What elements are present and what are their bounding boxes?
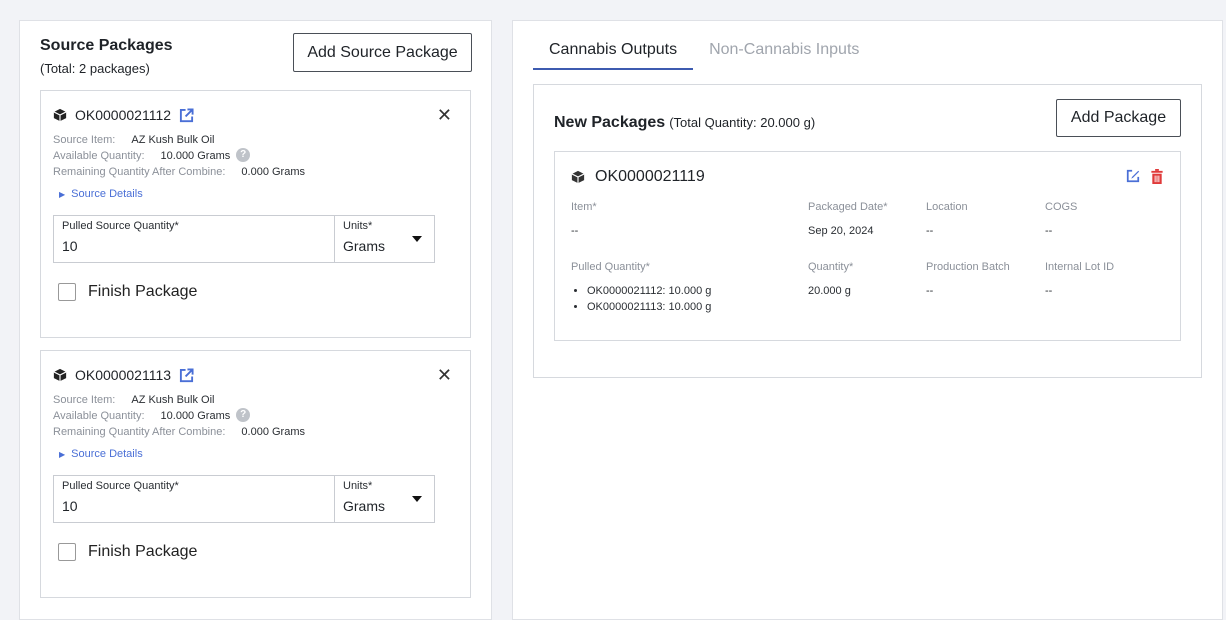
new-packages-title: New Packages [554, 114, 666, 131]
package-icon [53, 108, 67, 122]
quantity-header: Quantity* [808, 261, 854, 273]
add-package-button[interactable]: Add Package [1056, 99, 1181, 137]
new-packages-section: New Packages (Total Quantity: 20.000 g) A… [533, 84, 1202, 378]
source-details-label: Source Details [71, 448, 143, 460]
available-quantity-label: Available Quantity: [53, 410, 145, 422]
total-quantity: (Total Quantity: 20.000 g) [669, 115, 816, 130]
source-item-value: AZ Kush Bulk Oil [131, 394, 215, 406]
source-packages-panel: Source Packages (Total: 2 packages) Add … [19, 20, 492, 620]
pulled-quantity-header: Pulled Quantity* [571, 261, 650, 273]
package-id: OK0000021119 [595, 168, 705, 185]
package-id: OK0000021112 [75, 107, 172, 123]
edit-icon[interactable] [1126, 169, 1140, 183]
location-value: -- [926, 225, 934, 237]
help-icon[interactable]: ? [236, 148, 251, 162]
new-package-card: OK0000021119 Item* Packaged Date* Locati… [554, 151, 1181, 341]
pulled-quantity-list: OK0000021112: 10.000 g OK0000021113: 10.… [571, 283, 711, 315]
internal-lot-id-header: Internal Lot ID [1045, 261, 1115, 273]
pulled-quantity-label: Pulled Source Quantity* [62, 480, 179, 492]
available-quantity-value: 10.000 Grams [160, 150, 231, 162]
caret-right-icon: ▶ [59, 450, 66, 459]
pulled-quantity-value: 10 [62, 498, 78, 514]
source-details-toggle[interactable]: ▶ Source Details [59, 188, 143, 200]
cogs-value: -- [1045, 225, 1053, 237]
source-details-toggle[interactable]: ▶ Source Details [59, 448, 143, 460]
pulled-quantity-label: Pulled Source Quantity* [62, 220, 179, 232]
pulled-quantity-value: 10 [62, 238, 78, 254]
remove-source-close-icon[interactable]: ✕ [436, 105, 452, 125]
location-header: Location [926, 201, 968, 213]
source-package-card: OK0000021112 ✕ Source Item: AZ Kush Bulk … [40, 90, 471, 338]
add-source-package-button[interactable]: Add Source Package [293, 33, 472, 72]
units-select[interactable]: Units* Grams [335, 215, 435, 263]
production-batch-value: -- [926, 285, 934, 297]
units-value: Grams [343, 238, 385, 254]
checkbox[interactable] [58, 283, 76, 301]
units-label: Units* [343, 480, 373, 492]
help-icon[interactable]: ? [236, 408, 251, 422]
source-packages-count: (Total: 2 packages) [40, 61, 150, 76]
tab-non-cannabis-inputs[interactable]: Non-Cannabis Inputs [709, 41, 860, 58]
units-value: Grams [343, 498, 385, 514]
package-icon [571, 170, 585, 184]
dropdown-caret-icon [412, 496, 422, 502]
remaining-quantity-value: 0.000 Grams [241, 166, 306, 178]
available-quantity-label: Available Quantity: [53, 150, 145, 162]
finish-package-label: Finish Package [88, 543, 198, 560]
remaining-quantity-label: Remaining Quantity After Combine: [53, 426, 226, 438]
external-link-icon[interactable] [179, 367, 194, 383]
source-packages-title: Source Packages [40, 37, 173, 54]
item-header: Item* [571, 201, 597, 213]
units-select[interactable]: Units* Grams [335, 475, 435, 523]
finish-package-checkbox[interactable]: Finish Package [58, 543, 197, 561]
package-icon [53, 368, 67, 382]
output-tabs: Cannabis Outputs Non-Cannabis Inputs [533, 41, 875, 70]
outputs-panel: Cannabis Outputs Non-Cannabis Inputs New… [512, 20, 1223, 620]
source-item-value: AZ Kush Bulk Oil [131, 134, 215, 146]
quantity-value: 20.000 g [808, 285, 851, 297]
production-batch-header: Production Batch [926, 261, 1010, 273]
caret-right-icon: ▶ [59, 190, 66, 199]
packaged-date-header: Packaged Date* [808, 201, 888, 213]
finish-package-label: Finish Package [88, 283, 198, 300]
source-item-label: Source Item: [53, 134, 116, 146]
pulled-source-quantity-input[interactable]: Pulled Source Quantity* 10 [53, 475, 335, 523]
finish-package-checkbox[interactable]: Finish Package [58, 283, 197, 301]
source-details-label: Source Details [71, 188, 143, 200]
item-value: -- [571, 225, 579, 237]
pulled-quantity-item: OK0000021113: 10.000 g [587, 299, 711, 315]
checkbox[interactable] [58, 543, 76, 561]
cogs-header: COGS [1045, 201, 1078, 213]
pulled-source-quantity-input[interactable]: Pulled Source Quantity* 10 [53, 215, 335, 263]
package-id: OK0000021113 [75, 367, 172, 383]
pulled-quantity-item: OK0000021112: 10.000 g [587, 283, 711, 299]
dropdown-caret-icon [412, 236, 422, 242]
units-label: Units* [343, 220, 373, 232]
external-link-icon[interactable] [179, 107, 194, 123]
internal-lot-id-value: -- [1045, 285, 1053, 297]
tab-cannabis-outputs[interactable]: Cannabis Outputs [533, 41, 694, 70]
packaged-date-value: Sep 20, 2024 [808, 225, 874, 237]
available-quantity-value: 10.000 Grams [160, 410, 231, 422]
remaining-quantity-label: Remaining Quantity After Combine: [53, 166, 226, 178]
delete-trash-icon[interactable] [1150, 169, 1164, 184]
remaining-quantity-value: 0.000 Grams [241, 426, 306, 438]
remove-source-close-icon[interactable]: ✕ [436, 365, 452, 385]
source-item-label: Source Item: [53, 394, 116, 406]
source-package-card: OK0000021113 ✕ Source Item: AZ Kush Bulk … [40, 350, 471, 598]
